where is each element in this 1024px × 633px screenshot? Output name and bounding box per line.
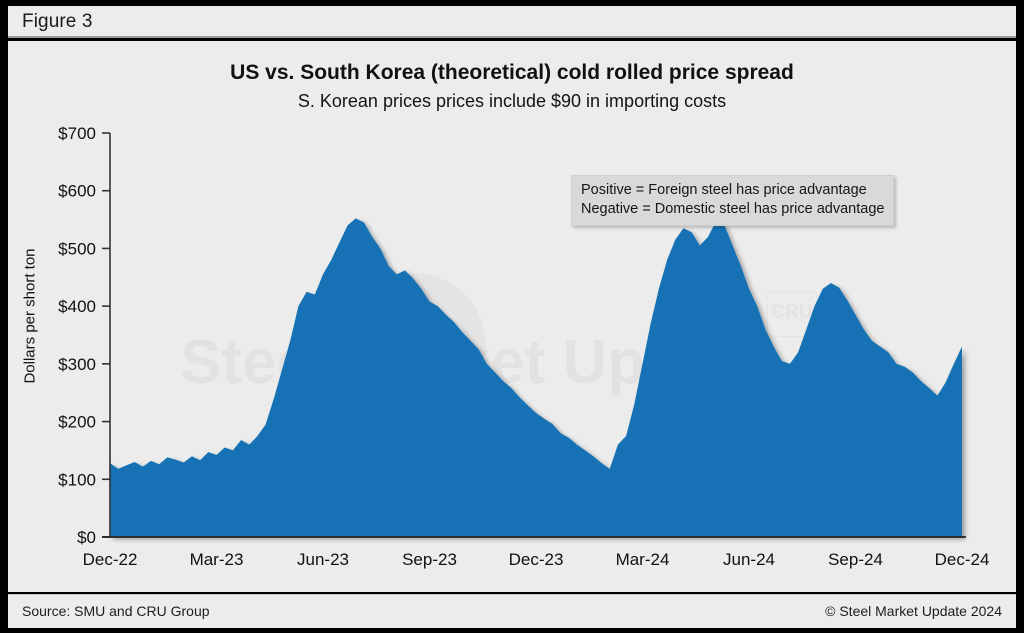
y-tick-label: $100	[58, 470, 96, 489]
annotation-legend-box: Positive = Foreign steel has price advan…	[571, 175, 895, 226]
x-tick-label: Sep-23	[402, 550, 457, 569]
chart-svg: $0 $100 $200 $300 $400 $500 $600 $700 Dec-22 Mar…	[58, 124, 990, 569]
x-tick-label: Dec-22	[83, 550, 138, 569]
x-tick-label: Jun-23	[297, 550, 349, 569]
price-spread-area	[110, 218, 962, 538]
annotation-line-negative: Negative = Domestic steel has price adva…	[581, 201, 885, 217]
chart-panel: Steel Market Update CRU US vs. South Kor…	[8, 41, 1016, 592]
y-tick-label: $400	[58, 297, 96, 316]
plot-area: $0 $100 $200 $300 $400 $500 $600 $700 Dec-22 Mar…	[8, 41, 1016, 592]
x-tick-label: Jun-24	[723, 550, 775, 569]
figure-footer: Source: SMU and CRU Group © Steel Market…	[8, 594, 1016, 628]
figure-number-label: Figure 3	[22, 11, 93, 32]
header-divider	[8, 36, 1016, 38]
annotation-line-positive: Positive = Foreign steel has price advan…	[581, 182, 867, 198]
y-tick-label: $700	[58, 124, 96, 143]
x-tick-label: Sep-24	[828, 550, 883, 569]
x-axis-ticks: Dec-22 Mar-23 Jun-23 Sep-23 Dec-23 Mar-24 Jun-…	[83, 550, 990, 569]
y-axis-ticks: $0 $100 $200 $300 $400 $500 $600 $700	[58, 124, 110, 547]
chart-title: US vs. South Korea (theoretical) cold ro…	[230, 61, 794, 84]
copyright-note: © Steel Market Update 2024	[825, 603, 1002, 619]
y-tick-label: $200	[58, 413, 96, 432]
chart-subtitle: S. Korean prices prices include $90 in i…	[297, 91, 727, 111]
x-tick-label: Mar-23	[190, 550, 244, 569]
y-tick-label: $500	[58, 239, 96, 258]
y-tick-label: $300	[58, 355, 96, 374]
y-tick-label: $0	[77, 528, 96, 547]
x-tick-label: Dec-24	[935, 550, 990, 569]
source-note: Source: SMU and CRU Group	[22, 603, 210, 619]
figure-header: Figure 3	[8, 6, 1016, 36]
x-tick-label: Dec-23	[509, 550, 564, 569]
y-tick-label: $600	[58, 182, 96, 201]
x-tick-label: Mar-24	[616, 550, 670, 569]
